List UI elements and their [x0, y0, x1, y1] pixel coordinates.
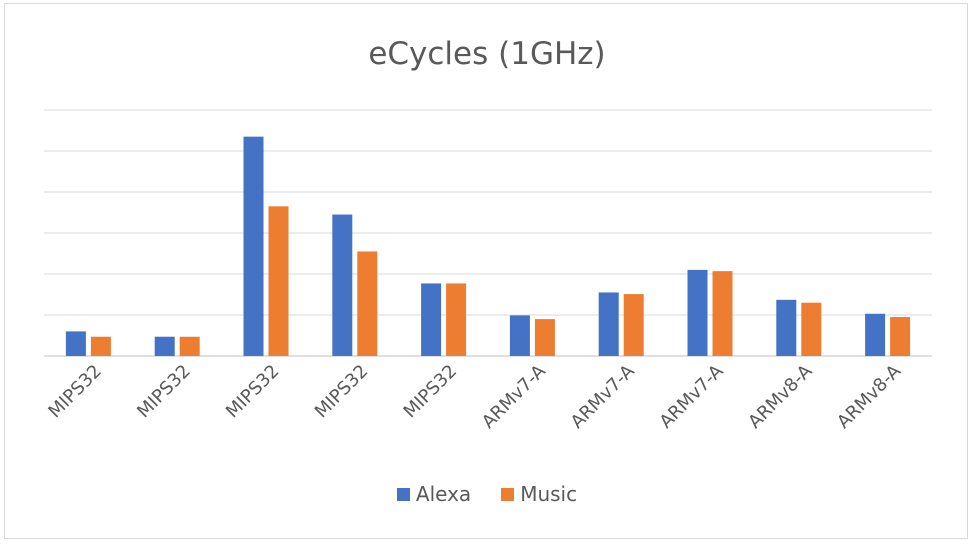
- x-tick-label: ARMv8-A: [744, 360, 817, 433]
- bar-music-5: [446, 283, 467, 356]
- bar-alexa-7: [598, 292, 619, 356]
- legend-item-music: Music: [501, 482, 577, 506]
- bar-music-3: [268, 206, 289, 356]
- bar-alexa-1: [65, 331, 86, 356]
- chart-frame: [4, 3, 968, 539]
- x-tick-label: ARMv7-A: [567, 360, 640, 433]
- x-tick-label: ARMv7-A: [655, 360, 728, 433]
- x-tick-label: ARMv7-A: [478, 360, 551, 433]
- x-tick-label: MIPS32: [44, 361, 106, 423]
- legend-label-music: Music: [520, 482, 578, 506]
- bar-music-4: [357, 251, 378, 356]
- bar-music-1: [90, 336, 111, 356]
- bar-alexa-6: [509, 315, 530, 356]
- x-tick-labels: MIPS32 MIPS32 MIPS32 MIPS32 MIPS32 ARMv7-A ARM…: [44, 360, 905, 433]
- x-tick-label: ARMv8-A: [833, 360, 906, 433]
- chart-title: eCycles (1GHz): [368, 36, 606, 72]
- gridlines: [44, 109, 932, 357]
- legend-swatch-music: [501, 487, 515, 501]
- x-tick-label: MIPS32: [400, 361, 462, 423]
- x-tick-label: MIPS32: [222, 361, 284, 423]
- bar-alexa-5: [421, 283, 442, 356]
- bar-music-8: [712, 271, 733, 356]
- bar-alexa-2: [154, 336, 175, 356]
- bar-alexa-4: [332, 214, 353, 356]
- legend: Alexa Music: [0, 482, 974, 506]
- legend-swatch-alexa: [396, 487, 410, 501]
- x-tick-label: MIPS32: [133, 361, 195, 423]
- bar-music-2: [179, 336, 200, 356]
- legend-label-alexa: Alexa: [415, 482, 472, 506]
- bar-alexa-3: [243, 136, 264, 356]
- bar-music-7: [623, 294, 644, 356]
- bar-alexa-8: [687, 269, 708, 356]
- bars: [65, 136, 911, 356]
- bar-alexa-10: [865, 313, 886, 356]
- bar-music-10: [890, 317, 911, 356]
- bar-music-6: [534, 319, 555, 356]
- bar-alexa-9: [776, 299, 797, 356]
- x-tick-label: MIPS32: [311, 361, 373, 423]
- legend-item-alexa: Alexa: [396, 482, 472, 506]
- bar-music-9: [801, 302, 822, 356]
